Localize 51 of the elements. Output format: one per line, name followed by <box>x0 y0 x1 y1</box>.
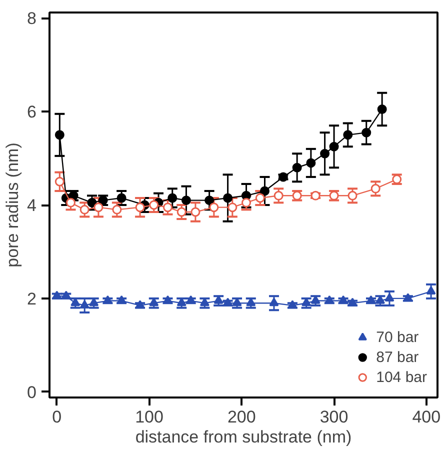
point <box>149 200 159 210</box>
point <box>269 298 279 306</box>
point <box>168 193 178 203</box>
point <box>181 196 191 206</box>
x-tick-label: 400 <box>412 408 441 426</box>
point <box>204 196 214 206</box>
point <box>242 198 252 208</box>
point <box>384 293 394 302</box>
point <box>362 128 372 138</box>
legend-label: 104 bar <box>376 368 427 386</box>
point <box>274 190 284 200</box>
point <box>66 198 76 208</box>
point <box>112 204 122 214</box>
x-axis-title: distance from substrate (nm) <box>135 428 352 446</box>
point <box>228 202 238 212</box>
point <box>116 193 126 203</box>
x-tick-label: 100 <box>135 408 164 426</box>
point <box>377 104 387 114</box>
point <box>292 162 302 172</box>
point <box>190 207 200 217</box>
x-tick-label: 0 <box>52 408 62 426</box>
point <box>80 204 90 214</box>
point <box>87 198 97 208</box>
point <box>343 130 353 140</box>
point <box>306 158 316 168</box>
point <box>209 202 219 212</box>
point <box>94 202 104 212</box>
point <box>260 186 270 196</box>
point <box>223 193 233 203</box>
y-tick-label: 6 <box>27 102 37 122</box>
y-tick-label: 4 <box>27 196 37 215</box>
point <box>176 207 186 217</box>
y-axis-title: pore radius (nm) <box>3 142 22 268</box>
y-tick-label: 8 <box>27 9 37 28</box>
point <box>54 176 64 186</box>
y-tick-label: 2 <box>27 289 37 308</box>
point <box>320 148 330 158</box>
point <box>54 130 64 140</box>
x-tick-label: 300 <box>320 408 348 426</box>
point <box>426 286 436 294</box>
legend-label: 70 bar <box>376 328 419 346</box>
y-tick-label: 0 <box>27 382 37 402</box>
point <box>370 184 380 194</box>
point <box>255 193 265 203</box>
point <box>329 142 339 152</box>
point <box>348 190 358 200</box>
point <box>163 202 172 212</box>
x-tick-label: 200 <box>227 408 256 426</box>
legend-label: 87 bar <box>376 348 419 366</box>
point <box>135 202 145 212</box>
point <box>80 300 90 309</box>
